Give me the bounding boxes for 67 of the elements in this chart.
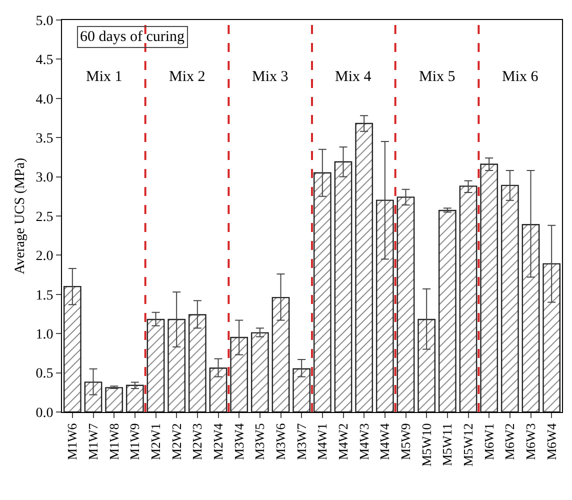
bar	[438, 210, 456, 412]
annotation: 60 days of curing	[80, 29, 186, 45]
bar	[188, 314, 206, 412]
x-tick-label: M4W2	[335, 423, 350, 460]
bar	[418, 318, 436, 412]
bar	[459, 186, 478, 412]
x-tick-label: M2W2	[168, 423, 184, 460]
y-tick-label: 0.0	[36, 406, 54, 421]
y-tick-label: 3.5	[36, 132, 54, 146]
x-tick-label: M6W1	[481, 423, 496, 460]
x-tick-label: M2W1	[148, 423, 163, 460]
annotation: Mix 3	[252, 69, 288, 85]
y-tick-label: 0.5	[36, 366, 54, 382]
y-tick-label: 5.0	[36, 14, 54, 29]
x-tick-label: M3W5	[252, 423, 268, 460]
bar	[126, 384, 144, 412]
x-tick-label: M2W4	[210, 422, 226, 460]
y-axis-title: Average UCS (MPa)	[13, 157, 28, 274]
bar	[542, 263, 561, 412]
bar	[105, 387, 124, 412]
x-tick-label: M5W10	[418, 423, 434, 467]
bar	[146, 318, 165, 412]
x-tick-label: M4W3	[356, 423, 372, 460]
x-tick-label: M1W9	[127, 423, 142, 460]
bar	[355, 122, 374, 412]
y-tick-label: 4.0	[36, 92, 54, 108]
bar	[230, 336, 248, 412]
annotation: Mix 1	[86, 69, 122, 85]
x-tick-label: M4W1	[314, 423, 330, 460]
x-tick-label: M3W7	[294, 422, 309, 460]
bar	[84, 382, 102, 412]
bar	[334, 161, 352, 412]
bar	[500, 184, 519, 412]
annotation: Mix 6	[502, 69, 539, 85]
x-tick-label: M3W4	[231, 422, 246, 460]
x-tick-label: M6W3	[522, 423, 538, 460]
x-tick-label: M6W4	[544, 422, 559, 460]
x-tick-label: M1W7	[85, 422, 100, 460]
y-tick-label: 1.0	[36, 328, 54, 342]
bar	[209, 368, 228, 412]
bar	[168, 318, 186, 412]
x-tick-label: M5W12	[460, 423, 476, 467]
y-tick-label: 1.5	[36, 288, 54, 304]
annotation: Mix 5	[419, 69, 456, 85]
x-tick-label: M1W8	[106, 423, 122, 460]
x-tick-label: M1W6	[64, 422, 80, 460]
y-tick-label: 3.0	[36, 170, 54, 186]
x-tick-label: M6W2	[502, 423, 518, 460]
y-tick-label: 2.5	[36, 210, 54, 225]
bar	[396, 196, 415, 412]
bar	[272, 296, 290, 412]
bar	[313, 172, 332, 412]
y-tick-label: 4.5	[36, 53, 54, 68]
bar	[292, 368, 311, 412]
x-tick-label: M5W11	[440, 423, 455, 466]
annotation: Mix 2	[169, 69, 206, 85]
bar	[376, 200, 394, 412]
x-tick-label: M2W3	[190, 423, 205, 460]
bar	[63, 286, 82, 412]
bar	[522, 224, 540, 412]
y-tick-label: 2.0	[36, 249, 54, 264]
annotation: Mix 4	[335, 69, 372, 85]
x-tick-label: M4W4	[377, 422, 392, 460]
x-tick-label: M3W6	[272, 422, 288, 460]
bar	[250, 332, 269, 412]
bar	[480, 164, 498, 412]
x-tick-label: M5W9	[398, 423, 413, 460]
